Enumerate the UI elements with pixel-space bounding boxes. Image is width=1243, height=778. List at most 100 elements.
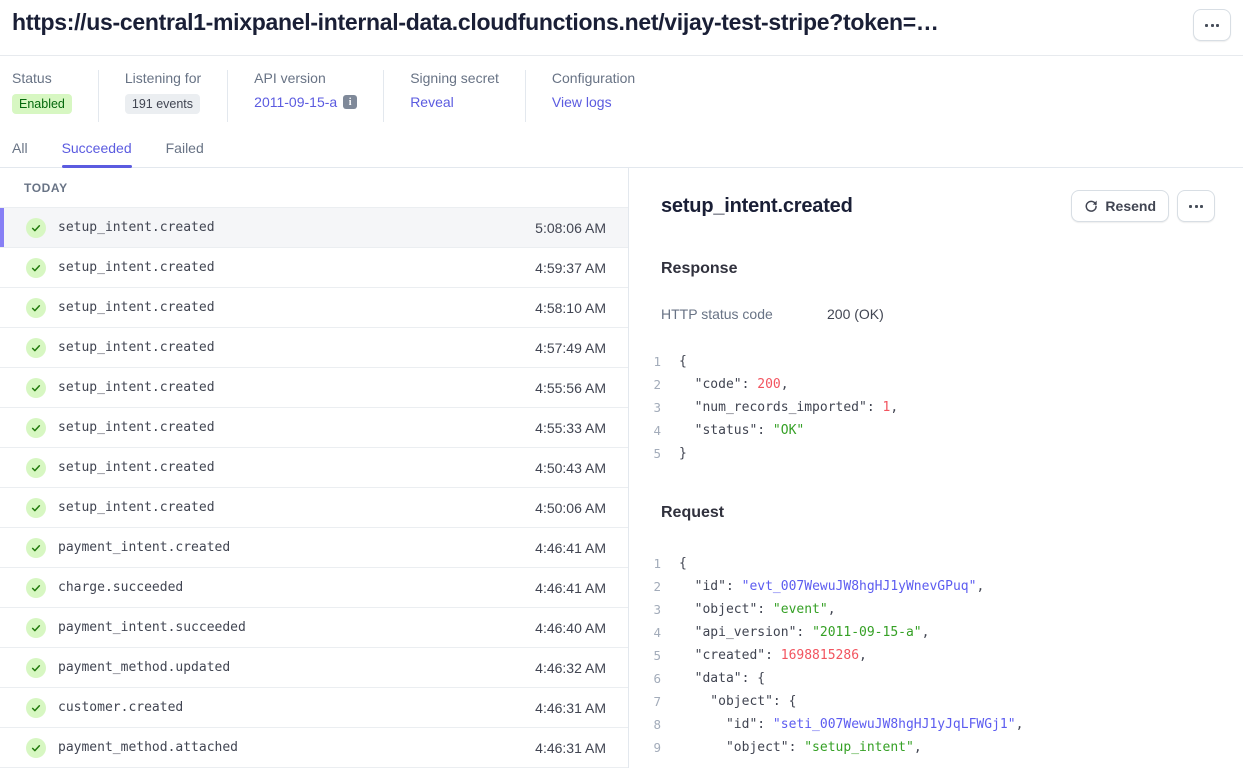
event-time: 4:58:10 AM [535,299,606,316]
webhook-meta-row: Status Enabled Listening for 191 events API … [0,56,1243,122]
code-line: 6 "data": { [645,667,1215,690]
event-name: setup_intent.created [58,340,215,355]
meta-value: 2011-09-15-a i [254,94,358,110]
code-text: "object": { [679,694,797,709]
resend-label: Resend [1105,198,1156,214]
code-line: 7 "object": { [645,690,1215,713]
event-name: setup_intent.created [58,260,215,275]
code-line: 5} [645,442,1215,465]
code-line: 2 "id": "evt_007WewuJW8hgHJ1yWnevGPuq", [645,575,1215,598]
code-line: 2 "code": 200, [645,373,1215,396]
tab-all[interactable]: All [12,140,28,167]
code-line: 5 "created": 1698815286, [645,644,1215,667]
ellipsis-icon [1205,23,1219,27]
code-line: 3 "object": "event", [645,598,1215,621]
line-number: 5 [653,648,661,663]
event-name: setup_intent.created [58,380,215,395]
success-check-icon [26,377,46,398]
event-time: 4:57:49 AM [535,339,606,356]
code-line: 8 "id": "seti_007WewuJW8hgHJ1yJqLFWGj1", [645,713,1215,736]
code-line: 1{ [645,350,1215,373]
line-number: 7 [653,694,661,709]
list-item[interactable]: customer.created 4:46:31 AM [0,688,628,728]
event-name: payment_intent.succeeded [58,620,246,635]
list-item[interactable]: setup_intent.created 4:50:06 AM [0,488,628,528]
meta-label: Status [12,70,52,86]
line-number: 8 [653,717,661,732]
detail-actions: Resend [1071,190,1215,222]
meta-value: Reveal [410,94,499,110]
code-text: "object": "event", [679,602,836,617]
list-item[interactable]: setup_intent.created 4:55:56 AM [0,368,628,408]
meta-col-listening-for: Listening for 191 events [97,70,227,122]
list-item[interactable]: setup_intent.created 4:58:10 AM [0,288,628,328]
code-text: } [679,446,687,461]
header-overflow-button[interactable] [1193,9,1231,41]
http-status-label: HTTP status code [661,306,773,322]
list-item[interactable]: setup_intent.created 4:57:49 AM [0,328,628,368]
event-time: 4:55:33 AM [535,419,606,436]
success-check-icon [26,737,46,758]
event-detail-title: setup_intent.created [661,194,853,217]
success-check-icon [26,297,46,318]
event-time: 4:46:41 AM [535,539,606,556]
success-check-icon [26,537,46,558]
line-number: 1 [653,556,661,571]
success-check-icon [26,217,46,238]
line-number: 2 [653,377,661,392]
list-item[interactable]: setup_intent.created 4:59:37 AM [0,248,628,288]
event-group-header: TODAY [0,168,628,208]
list-item[interactable]: setup_intent.created 4:55:33 AM [0,408,628,448]
code-line: 3 "num_records_imported": 1, [645,396,1215,419]
reveal-link[interactable]: Reveal [410,94,454,110]
line-number: 2 [653,579,661,594]
event-time: 4:55:56 AM [535,379,606,396]
meta-value: Enabled [12,94,72,114]
success-check-icon [26,417,46,438]
request-code-block: 1{2 "id": "evt_007WewuJW8hgHJ1yWnevGPuq"… [645,552,1215,759]
code-line: 1{ [645,552,1215,575]
event-name: payment_method.attached [58,740,239,755]
list-item[interactable]: payment_intent.created 4:46:41 AM [0,528,628,568]
event-detail-header: setup_intent.created Resend [661,190,1215,222]
code-text: "created": 1698815286, [679,648,867,663]
list-item[interactable]: payment_method.updated 4:46:32 AM [0,648,628,688]
code-text: "id": "evt_007WewuJW8hgHJ1yWnevGPuq", [679,579,985,594]
meta-value: View logs [552,94,635,110]
event-time: 4:46:31 AM [535,739,606,756]
event-name: customer.created [58,700,184,715]
response-code-block: 1{2 "code": 200, 3 "num_records_imported"… [645,350,1215,465]
http-status-value: 200 (OK) [827,306,884,322]
code-text: "data": { [679,671,766,686]
meta-col-status: Status Enabled [12,70,98,122]
success-check-icon [26,697,46,718]
event-filter-tabs: All Succeeded Failed [0,122,1243,168]
success-check-icon [26,257,46,278]
list-item[interactable]: charge.succeeded 4:46:41 AM [0,568,628,608]
list-item[interactable]: setup_intent.created 4:50:43 AM [0,448,628,488]
line-number: 4 [653,625,661,640]
code-text: "status": "OK" [679,423,805,438]
line-number: 3 [653,400,661,415]
info-icon[interactable]: i [343,95,358,109]
event-name: payment_method.updated [58,660,231,675]
detail-overflow-button[interactable] [1177,190,1215,222]
view-logs-link[interactable]: View logs [551,94,612,110]
2011-09-15-a-link[interactable]: 2011-09-15-a [254,94,338,110]
success-check-icon [26,657,46,678]
meta-label: Signing secret [410,70,499,86]
meta-label: API version [254,70,326,86]
resend-button[interactable]: Resend [1071,190,1169,222]
line-number: 3 [653,602,661,617]
line-number: 1 [653,354,661,369]
code-line: 4 "api_version": "2011-09-15-a", [645,621,1215,644]
list-item[interactable]: setup_intent.created 5:08:06 AM [0,208,628,248]
meta-col-signing-secret: Signing secret Reveal [383,70,525,122]
tab-failed[interactable]: Failed [166,140,204,167]
event-time: 4:50:06 AM [535,499,606,516]
list-item[interactable]: payment_method.attached 4:46:31 AM [0,728,628,768]
list-item[interactable]: payment_intent.succeeded 4:46:40 AM [0,608,628,648]
event-rows: setup_intent.created 5:08:06 AM setup_inte… [0,208,628,768]
tab-succeeded[interactable]: Succeeded [61,140,132,168]
